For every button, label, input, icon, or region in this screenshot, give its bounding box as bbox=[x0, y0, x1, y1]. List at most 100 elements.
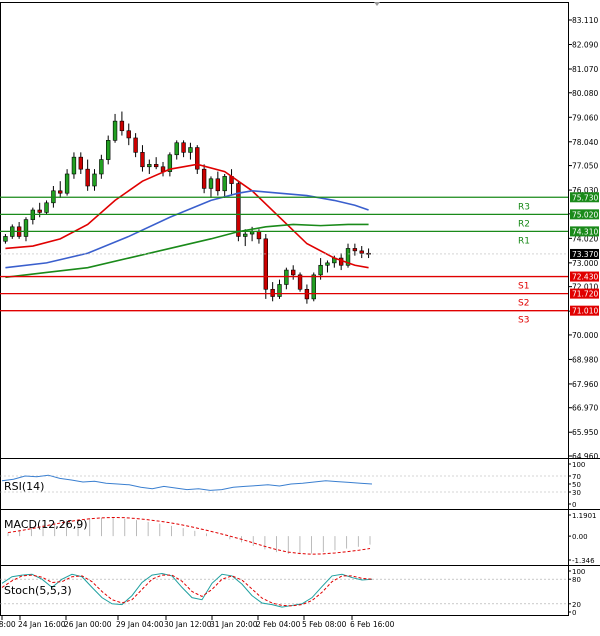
candle-body bbox=[133, 137, 138, 153]
ma-line-mid bbox=[5, 189, 369, 269]
indicator-tick-label: 70 bbox=[572, 473, 581, 481]
candle-body bbox=[71, 156, 77, 175]
candle-body bbox=[58, 190, 63, 194]
level-value-r2: 75.020 bbox=[572, 210, 598, 219]
time-tick-label: 26 Jan 00:00 bbox=[64, 620, 112, 629]
level-badge bbox=[570, 305, 599, 316]
candle-body bbox=[64, 173, 70, 194]
level-badge bbox=[570, 192, 599, 203]
level-badge bbox=[570, 271, 599, 282]
rsi-title: RSI(14) bbox=[4, 480, 44, 493]
indicator-tick-label: 1.1901 bbox=[572, 512, 597, 520]
current-price-value: 73.370 bbox=[572, 250, 598, 259]
ma-line-fast bbox=[5, 163, 369, 269]
indicator-tick-label: 100 bbox=[572, 568, 585, 576]
price-tick-label: 66.970 bbox=[572, 404, 598, 413]
candle-body bbox=[195, 147, 200, 170]
rsi-line bbox=[1, 474, 373, 491]
price-tick-label: 74.020 bbox=[572, 234, 598, 243]
price-tick-label: 81.070 bbox=[572, 65, 598, 74]
scroll-marker-icon bbox=[374, 2, 380, 6]
level-value-s2: 71.720 bbox=[572, 290, 598, 299]
ma-line-slow bbox=[5, 223, 369, 279]
level-label-r3: R3 bbox=[518, 202, 530, 212]
candle-body bbox=[140, 152, 145, 168]
candle-body bbox=[112, 120, 118, 141]
indicator-tick-label: 0.00 bbox=[572, 533, 588, 541]
candle-body bbox=[236, 183, 241, 237]
candle-body bbox=[291, 269, 296, 276]
time-tick-label: 6 Feb 16:00 bbox=[350, 620, 395, 629]
price-tick-label: 80.080 bbox=[572, 89, 598, 98]
price-tick-label: 65.950 bbox=[572, 428, 598, 437]
candle-body bbox=[92, 173, 97, 187]
price-tick-label: 70.000 bbox=[572, 331, 598, 340]
macd-signal-line bbox=[7, 516, 371, 555]
price-tick-label: 77.050 bbox=[572, 162, 598, 171]
candle-body bbox=[23, 219, 29, 237]
candle-body bbox=[263, 238, 268, 290]
stoch-title: Stoch(5,5,3) bbox=[4, 584, 72, 597]
indicator-tick-label: 30 bbox=[572, 489, 581, 497]
price-tick-label: 73.000 bbox=[572, 259, 598, 268]
candle-body bbox=[359, 250, 364, 254]
time-tick-label: 08:00 bbox=[0, 620, 16, 629]
macd-title: MACD(12,26,9) bbox=[4, 518, 88, 531]
candle-body bbox=[270, 288, 275, 297]
indicator-tick-label: -1.346 bbox=[572, 557, 595, 565]
indicator-tick-label: 20 bbox=[572, 601, 581, 609]
candle-body bbox=[215, 178, 221, 192]
price-tick-label: 68.980 bbox=[572, 355, 598, 364]
candle-body bbox=[352, 248, 358, 252]
candle-body bbox=[297, 274, 303, 290]
candle-body bbox=[325, 262, 330, 266]
price-tick-label: 67.960 bbox=[572, 380, 598, 389]
price-tick-label: 82.090 bbox=[572, 41, 598, 50]
candle-body bbox=[256, 231, 262, 240]
candle-body bbox=[85, 168, 90, 187]
time-tick-label: 31 Jan 20:00 bbox=[210, 620, 258, 629]
time-tick-label: 5 Feb 08:00 bbox=[302, 620, 347, 629]
level-label-s1: S1 bbox=[518, 282, 529, 292]
level-value-r1: 74.310 bbox=[572, 227, 598, 236]
candle-body bbox=[277, 284, 282, 297]
candle-body bbox=[126, 130, 131, 139]
candle-body bbox=[208, 178, 214, 189]
level-value-s1: 72.430 bbox=[572, 273, 598, 282]
level-label-s3: S3 bbox=[518, 316, 529, 326]
price-tick-label: 64.960 bbox=[572, 452, 598, 461]
level-label-r1: R1 bbox=[518, 236, 530, 246]
current-price-badge bbox=[570, 248, 599, 259]
time-tick-label: 30 Jan 12:00 bbox=[164, 620, 212, 629]
candle-body bbox=[222, 176, 227, 192]
candle-body bbox=[201, 168, 207, 189]
candle-body bbox=[188, 147, 193, 153]
candle-body bbox=[284, 269, 289, 285]
price-tick-label: 79.060 bbox=[572, 113, 598, 122]
level-value-s3: 71.010 bbox=[572, 307, 598, 316]
candle-body bbox=[174, 142, 179, 156]
indicator-tick-label: 50 bbox=[572, 481, 581, 489]
level-badge bbox=[570, 288, 599, 299]
price-tick-label: 83.110 bbox=[572, 16, 598, 25]
candle-body bbox=[311, 274, 316, 300]
candle-body bbox=[318, 264, 323, 276]
candle-body bbox=[37, 209, 42, 213]
price-tick-label: 76.030 bbox=[572, 186, 598, 195]
indicator-tick-label: 80 bbox=[572, 576, 581, 584]
level-label-s2: S2 bbox=[518, 299, 529, 309]
level-label-r2: R2 bbox=[518, 219, 530, 229]
indicator-tick-label: 100 bbox=[572, 461, 585, 469]
candle-body bbox=[345, 248, 351, 266]
candle-body bbox=[119, 120, 125, 132]
time-tick-label: 29 Jan 04:00 bbox=[116, 620, 164, 629]
candle-body bbox=[99, 159, 104, 175]
stoch-k-line bbox=[1, 572, 373, 608]
stoch-d-line bbox=[1, 574, 373, 607]
price-tick-label: 72.010 bbox=[572, 283, 598, 292]
candle-body bbox=[44, 202, 49, 213]
candle-body bbox=[106, 140, 111, 160]
candle-body bbox=[167, 154, 173, 172]
